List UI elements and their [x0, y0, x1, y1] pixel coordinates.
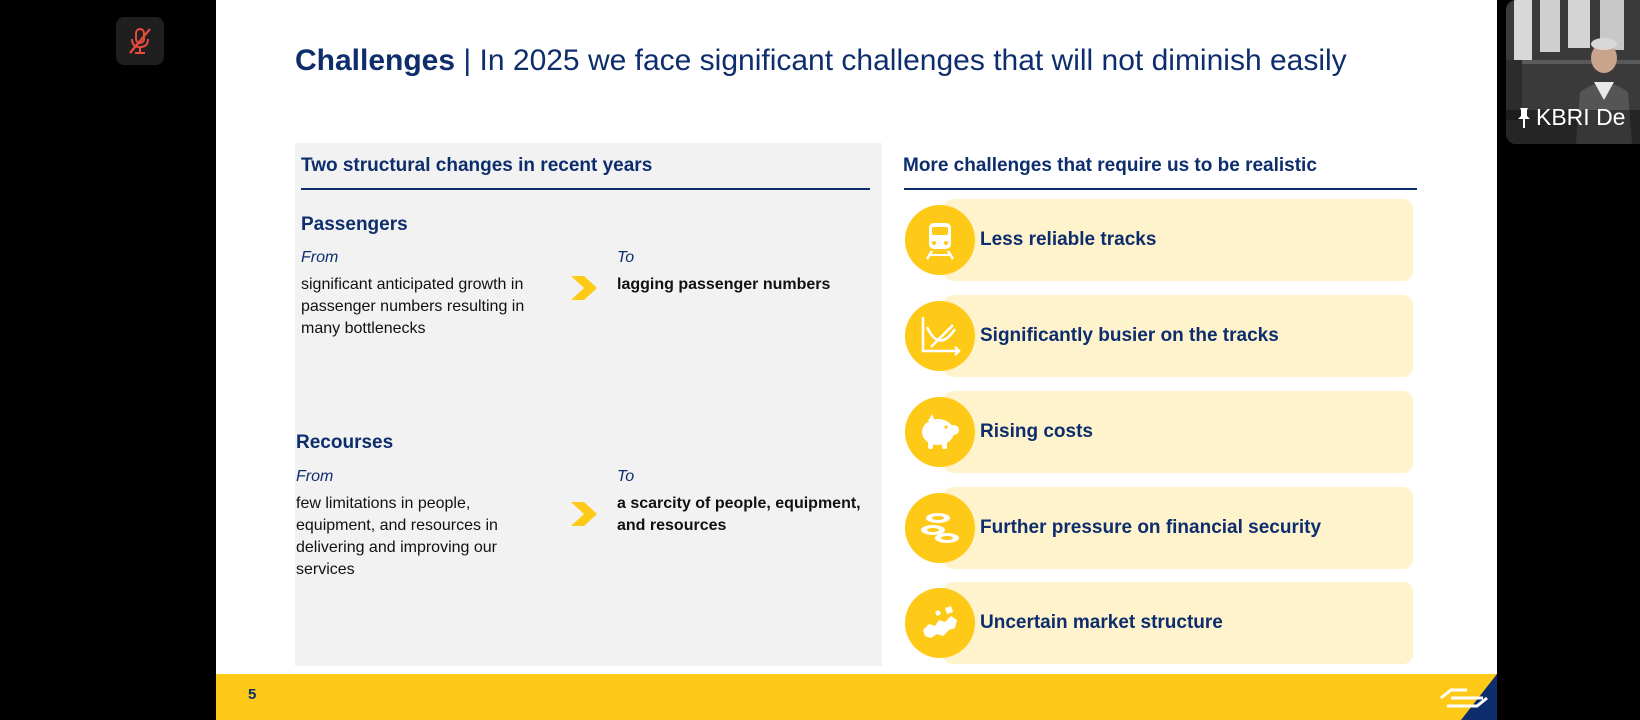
recourses-to-line: a scarcity of people, equipment, [617, 495, 861, 512]
ns-logo [1440, 674, 1497, 720]
recourses-from-line: services [296, 561, 355, 578]
participant-video-frame [1506, 0, 1640, 144]
passengers-to-label: To [617, 249, 635, 266]
piggy-bank-icon [905, 397, 975, 467]
recourses-from-line: few limitations in people, [296, 495, 471, 512]
chart-icon [905, 301, 975, 371]
passengers-from-line: passenger numbers resulting in [301, 298, 525, 315]
microphone-muted-button[interactable] [116, 17, 164, 65]
slide-title-bold: Challenges [295, 44, 456, 77]
structural-changes-rule [301, 188, 870, 190]
slide-footer: 5 [216, 674, 1497, 720]
challenge-item-background [943, 295, 1413, 377]
recourses-to-line: and resources [617, 517, 727, 534]
recourses-from-text: few limitations in people, equipment, an… [296, 493, 498, 581]
challenge-label: Further pressure on financial security [980, 517, 1322, 538]
page-number: 5 [248, 686, 257, 703]
passengers-to-text: lagging passenger numbers [617, 274, 830, 296]
challenge-item-background [943, 391, 1413, 473]
challenge-item-background [943, 582, 1413, 664]
participant-name: KBRI De [1536, 104, 1626, 130]
challenge-label: Less reliable tracks [980, 229, 1157, 250]
chevron-right-icon [571, 276, 597, 300]
challenge-item: Significantly busier on the tracks [905, 293, 1415, 379]
presentation-slide: Challenges | In 2025 we face significant… [216, 0, 1497, 720]
challenge-label: Rising costs [980, 421, 1093, 442]
pin-icon[interactable] [1516, 106, 1532, 130]
recourses-title: Recourses [296, 432, 394, 453]
structural-changes-panel [295, 143, 882, 666]
recourses-to-label: To [617, 468, 635, 485]
participant-video-tile[interactable]: KBRI De [1506, 0, 1640, 144]
recourses-from-line: equipment, and resources in [296, 517, 498, 534]
more-challenges-rule [904, 188, 1417, 190]
coins-icon [905, 493, 975, 563]
challenge-item-background [943, 487, 1413, 569]
microphone-muted-icon [129, 28, 151, 54]
recourses-to-text: a scarcity of people, equipment, and res… [617, 493, 861, 537]
more-challenges-heading: More challenges that require us to be re… [903, 155, 1317, 176]
passengers-from-label: From [301, 249, 339, 266]
challenge-label: Significantly busier on the tracks [980, 325, 1279, 346]
passengers-from-text: significant anticipated growth in passen… [301, 274, 524, 340]
passengers-from-line: significant anticipated growth in [301, 276, 524, 293]
map-icon [905, 588, 975, 658]
challenge-item: Rising costs [905, 389, 1415, 475]
slide-title-rest: | In 2025 we face significant challenges… [455, 44, 1347, 77]
challenge-label: Uncertain market structure [980, 612, 1223, 633]
passengers-to-line: lagging passenger numbers [617, 276, 831, 293]
passengers-title: Passengers [301, 214, 408, 235]
slide-title: Challenges | In 2025 we face significant… [295, 44, 1347, 78]
recourses-from-line: delivering and improving our [296, 539, 497, 556]
structural-changes-heading: Two structural changes in recent years [301, 155, 653, 176]
challenge-item: Uncertain market structure [905, 580, 1415, 666]
challenge-item-background [943, 199, 1413, 281]
challenge-item: Further pressure on financial security [905, 485, 1415, 571]
train-icon [905, 205, 975, 275]
passengers-from-line: many bottlenecks [301, 320, 426, 337]
challenge-item: Less reliable tracks [905, 197, 1415, 283]
recourses-from-label: From [296, 468, 334, 485]
chevron-right-icon [571, 502, 597, 526]
